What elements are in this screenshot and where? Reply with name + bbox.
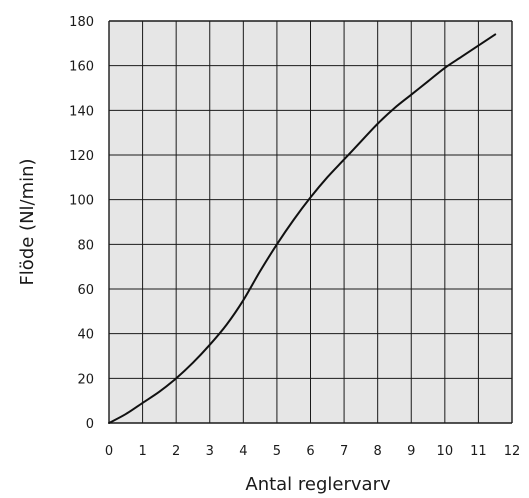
vertical-grid-lines bbox=[108, 21, 513, 423]
x-tick-label: 1 bbox=[138, 444, 146, 459]
y-tick-label: 100 bbox=[69, 194, 94, 209]
x-tick-label: 5 bbox=[273, 444, 281, 459]
x-axis-title: Antal reglervarv bbox=[245, 474, 391, 495]
x-tick-label: 2 bbox=[172, 444, 180, 459]
y-tick-label: 0 bbox=[86, 417, 94, 432]
y-tick-label: 120 bbox=[69, 149, 94, 164]
x-tick-label: 8 bbox=[374, 444, 382, 459]
y-tick-label: 140 bbox=[69, 104, 94, 119]
y-tick-label: 80 bbox=[77, 238, 94, 253]
x-tick-label: 7 bbox=[340, 444, 348, 459]
x-tick-label: 6 bbox=[306, 444, 314, 459]
flow-curve bbox=[108, 33, 497, 424]
y-tick-labels: 0 20 40 60 80 100 120 140 160 180 bbox=[69, 15, 94, 432]
x-tick-label: 3 bbox=[206, 444, 214, 459]
y-axis-title: Flöde (Nl/min) bbox=[17, 158, 38, 285]
x-tick-label: 9 bbox=[407, 444, 415, 459]
x-tick-labels: 0 1 2 3 4 5 6 7 8 9 10 11 12 bbox=[105, 444, 520, 459]
y-tick-label: 20 bbox=[77, 372, 94, 387]
y-tick-label: 60 bbox=[77, 283, 94, 298]
y-tick-label: 40 bbox=[77, 328, 94, 343]
x-tick-label: 0 bbox=[105, 444, 113, 459]
y-tick-label: 180 bbox=[69, 15, 94, 30]
x-tick-label: 10 bbox=[437, 444, 454, 459]
x-tick-label: 11 bbox=[470, 444, 487, 459]
y-tick-label: 160 bbox=[69, 60, 94, 75]
horizontal-grid-lines bbox=[109, 20, 512, 424]
x-tick-label: 12 bbox=[504, 444, 521, 459]
x-tick-label: 4 bbox=[239, 444, 247, 459]
